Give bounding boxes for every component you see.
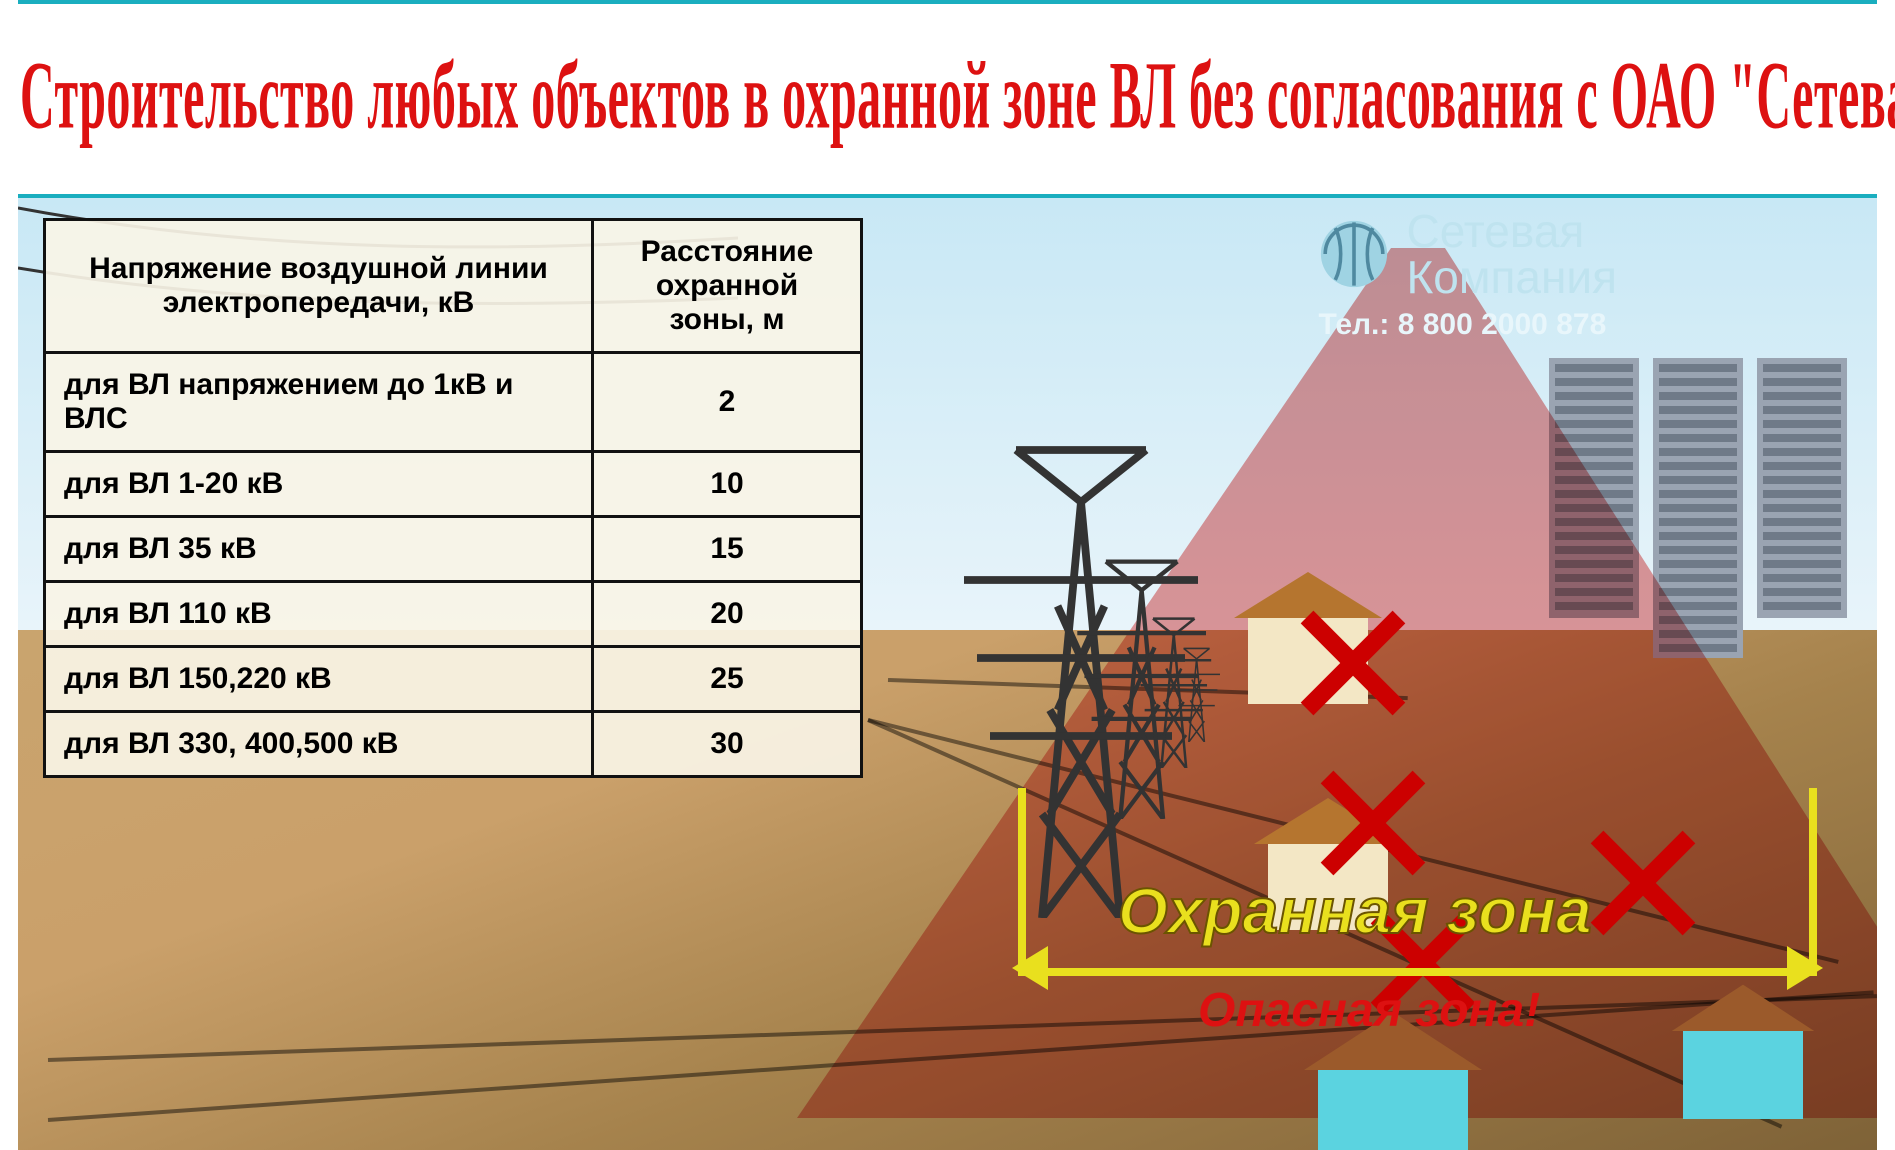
building: [1757, 358, 1847, 618]
extent-cap-left: [1012, 946, 1048, 990]
extent-line: [1018, 968, 1817, 976]
house: [1683, 1031, 1803, 1119]
table-row: для ВЛ 330, 400,500 кВ: [45, 712, 593, 777]
danger-zone-label: Опасная зона!: [1198, 983, 1540, 1038]
clearance-table: Напряжение воздушной линии электропереда…: [43, 218, 863, 778]
extent-bar-left: [1018, 788, 1026, 968]
table-row: для ВЛ 110 кВ: [45, 582, 593, 647]
table-row: для ВЛ 150,220 кВ: [45, 647, 593, 712]
table-row: для ВЛ 1-20 кВ: [45, 452, 593, 517]
transmission-tower: [1168, 638, 1225, 742]
company-phone: Тел.: 8 800 2000 878: [1318, 308, 1617, 342]
table-row: для ВЛ напряжением до 1кВ и ВЛС: [45, 353, 593, 452]
company-logo: Сетевая Компания Тел.: 8 800 2000 878: [1318, 208, 1617, 342]
company-name-1: Сетевая: [1406, 208, 1617, 254]
table-row: 25: [593, 647, 862, 712]
table-row: для ВЛ 35 кВ: [45, 517, 593, 582]
protection-zone-label: Охранная зона: [1118, 874, 1592, 948]
table-row: 15: [593, 517, 862, 582]
house-small: [1248, 618, 1368, 704]
top-rule: [18, 0, 1877, 4]
globe-icon: [1318, 218, 1390, 290]
house: [1318, 1070, 1468, 1150]
illustration-stage: Охранная зона Опасная зона! Сетевая Комп…: [18, 198, 1877, 1150]
col-voltage: Напряжение воздушной линии электропереда…: [45, 220, 593, 353]
table-row: 10: [593, 452, 862, 517]
company-name-2: Компания: [1406, 254, 1617, 300]
page-title: Строительство любых объектов в охранной …: [20, 42, 1875, 152]
extent-bar-right: [1809, 788, 1817, 968]
extent-cap-right: [1787, 946, 1823, 990]
table-row: 2: [593, 353, 862, 452]
table-row: 20: [593, 582, 862, 647]
table-row: 30: [593, 712, 862, 777]
col-distance: Расстояние охранной зоны, м: [593, 220, 862, 353]
